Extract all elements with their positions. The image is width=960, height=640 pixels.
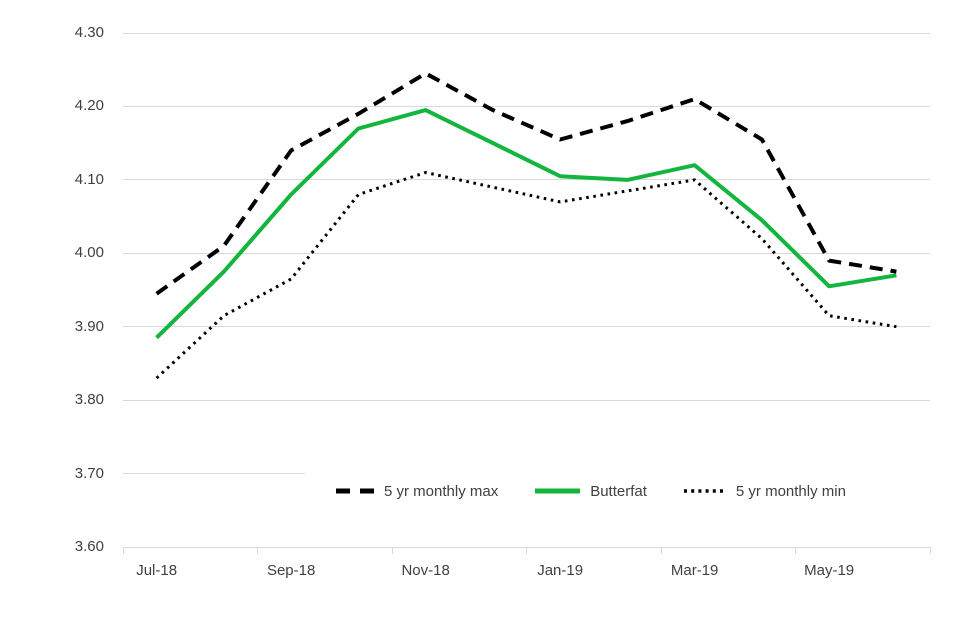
solid-line-icon	[535, 488, 581, 494]
x-axis-tick	[391, 547, 393, 554]
x-axis-tick	[660, 547, 662, 554]
legend-item-butterfat: Butterfat	[534, 483, 647, 500]
x-axis-tick	[257, 547, 258, 554]
gridline	[123, 32, 930, 34]
dotted-line-icon	[683, 489, 726, 493]
gridline	[123, 105, 930, 107]
y-axis-tick-label: 3.90	[74, 317, 104, 335]
x-axis-tick-label: Jul-18	[136, 562, 178, 579]
y-axis-tick-label: 4.30	[74, 24, 104, 41]
y-axis-tick-label: 4.10	[74, 170, 104, 188]
y-axis-tick-label: 3.80	[74, 391, 104, 409]
y-axis-tick-label: 4.20	[74, 97, 104, 115]
legend-label-butterfat: Butterfat	[590, 482, 647, 500]
x-axis-tick-label: May-19	[804, 562, 855, 579]
legend-item-min: 5 yr monthly min	[683, 483, 846, 500]
x-axis-tick-label: Jan-19	[537, 562, 584, 579]
legend: 5 yr monthly max Butterfat 5 yr monthly …	[305, 470, 930, 512]
x-axis-tick-label: Mar-19	[670, 562, 719, 579]
series-line-solid	[155, 108, 897, 340]
gridline	[123, 326, 930, 328]
legend-item-max: 5 yr monthly max	[335, 483, 498, 500]
x-axis-tick	[795, 547, 796, 554]
y-axis-tick-label: 3.60	[74, 538, 104, 555]
x-axis-tick	[526, 547, 527, 554]
legend-label-min: 5 yr monthly min	[735, 482, 846, 500]
x-axis-tick-label: Sep-18	[266, 562, 316, 579]
series-line-dotted	[155, 171, 897, 380]
series-line-dashed	[155, 71, 897, 296]
gridline	[123, 399, 930, 401]
x-axis-tick	[929, 547, 931, 554]
legend-label-max: 5 yr monthly max	[384, 482, 499, 500]
dashed-line-icon	[336, 488, 374, 494]
y-axis-tick-label: 3.70	[74, 464, 104, 482]
x-axis-tick-label: Nov-18	[401, 562, 450, 579]
gridline	[123, 252, 930, 254]
gridline	[123, 179, 930, 181]
y-axis-tick-label: 4.00	[74, 244, 104, 262]
x-axis-tick	[122, 547, 124, 554]
